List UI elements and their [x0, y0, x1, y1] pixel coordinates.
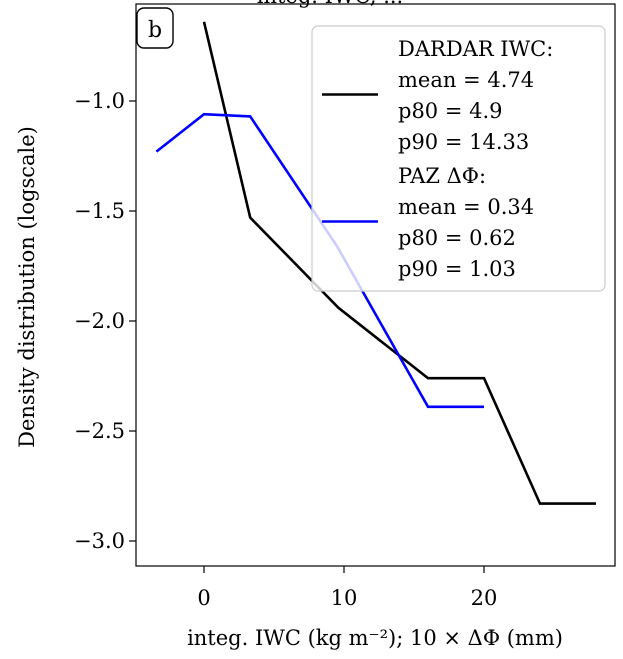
- legend-series-name-1: PAZ ΔΦ:: [398, 164, 486, 188]
- legend-stat-0-0: mean = 4.74: [398, 68, 534, 92]
- y-tick-label-1: −1.5: [74, 199, 125, 223]
- legend-stat-0-1: p80 = 4.9: [398, 99, 503, 123]
- plot-frame: [135, 3, 616, 567]
- panel-badge-box: [136, 7, 174, 49]
- legend-stat-1-2: p90 = 1.03: [398, 257, 516, 281]
- ticks-layer: 0 10 20 −1.0 −1.5 −2.0 −2.5 −3.0: [74, 89, 497, 610]
- legend-series-name-0: DARDAR IWC:: [398, 37, 553, 61]
- legend-stat-1-0: mean = 0.34: [398, 195, 534, 219]
- x-tick-label-1: 10: [331, 586, 358, 610]
- panel-badge: b: [136, 7, 174, 49]
- series-layer: [155, 21, 596, 505]
- y-tick-label-2: −2.0: [74, 309, 125, 333]
- series-line-1: [155, 112, 484, 409]
- y-axis-label: Density distribution (logscale): [15, 126, 39, 448]
- legend-stat-0-2: p90 = 14.33: [398, 130, 529, 154]
- y-tick-label-4: −3.0: [74, 529, 125, 553]
- top-title-fragment: integ. IWC, ...: [257, 0, 403, 8]
- panel-label: b: [148, 18, 162, 43]
- legend-box: [311, 25, 606, 292]
- legend: DARDAR IWC: mean = 4.74 p80 = 4.9 p90 = 14.…: [311, 25, 606, 292]
- x-tick-label-2: 20: [471, 586, 498, 610]
- series-line-0: [202, 21, 596, 505]
- x-tick-label-0: 0: [197, 586, 210, 610]
- x-axis-label: integ. IWC (kg m⁻²); 10 × ΔΦ (mm): [187, 626, 563, 650]
- y-tick-label-0: −1.0: [74, 89, 125, 113]
- legend-stat-1-1: p80 = 0.62: [398, 226, 516, 250]
- y-tick-label-3: −2.5: [74, 419, 125, 443]
